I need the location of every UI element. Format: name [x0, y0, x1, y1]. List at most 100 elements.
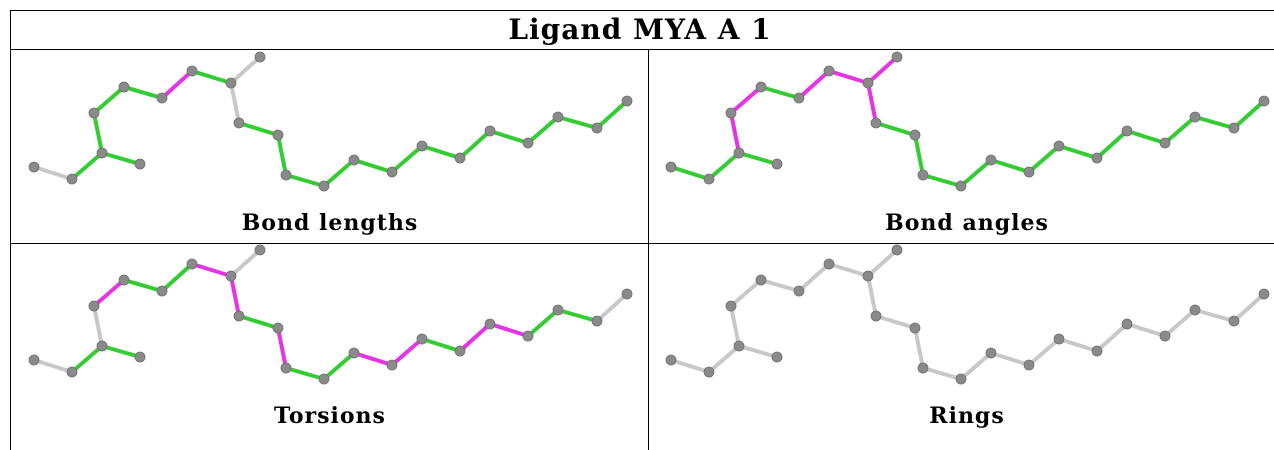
bond — [1027, 337, 1061, 367]
bond — [92, 85, 126, 115]
atom — [522, 137, 534, 149]
atom — [733, 340, 745, 352]
bond — [237, 121, 280, 137]
bond — [284, 366, 326, 381]
atom — [225, 270, 237, 282]
atom — [186, 65, 198, 77]
bond — [797, 69, 831, 100]
bond — [913, 326, 925, 370]
bond — [556, 115, 599, 130]
atom — [88, 107, 100, 119]
bond — [32, 358, 74, 374]
bond — [827, 262, 870, 278]
atom — [1228, 122, 1240, 134]
bond — [100, 344, 142, 359]
atom — [955, 373, 967, 385]
bond — [1163, 115, 1197, 145]
bond — [759, 85, 801, 100]
bond — [707, 344, 741, 374]
atom — [28, 354, 40, 366]
panel-bond-angles: Bond angles — [649, 51, 1274, 243]
bond — [32, 165, 74, 181]
bond — [989, 158, 1031, 174]
bond — [237, 314, 280, 330]
bond — [322, 158, 356, 188]
bond — [866, 274, 878, 318]
atom — [665, 354, 677, 366]
atom — [280, 169, 292, 181]
bond — [737, 344, 779, 359]
atom — [156, 285, 168, 297]
bond — [160, 69, 194, 100]
bond — [1095, 322, 1129, 353]
panel-bond-lengths: Bond lengths — [12, 51, 648, 243]
atom — [386, 359, 398, 371]
atom — [985, 154, 997, 166]
atom — [862, 77, 874, 89]
bond — [190, 69, 233, 85]
bond — [276, 133, 288, 177]
bond — [595, 99, 629, 130]
atom — [917, 169, 929, 181]
ligand-title: Ligand MYA A 1 — [508, 13, 772, 46]
atom — [454, 152, 466, 164]
atom — [1189, 111, 1201, 123]
bond — [92, 278, 126, 308]
atom — [1053, 140, 1065, 152]
atom — [1228, 315, 1240, 327]
bond — [322, 351, 356, 381]
atom — [416, 333, 428, 345]
bond — [1125, 322, 1167, 338]
bond — [1125, 129, 1167, 145]
bond — [669, 358, 711, 374]
bond — [759, 278, 801, 293]
atom — [233, 117, 245, 129]
atom — [823, 65, 835, 77]
atom — [318, 180, 330, 192]
atom — [1023, 166, 1035, 178]
bond — [458, 322, 492, 353]
atom — [118, 274, 130, 286]
bond — [866, 248, 899, 278]
atom — [134, 351, 146, 363]
atom — [1121, 318, 1133, 330]
atom — [985, 347, 997, 359]
bond — [92, 111, 104, 155]
bond — [352, 158, 394, 174]
bond — [488, 322, 530, 338]
bond — [729, 278, 763, 308]
bond — [707, 151, 741, 181]
bond — [595, 292, 629, 323]
bond — [526, 115, 560, 145]
bond — [1057, 337, 1099, 353]
atom — [862, 270, 874, 282]
atom — [552, 111, 564, 123]
atom — [1159, 330, 1171, 342]
atom — [870, 117, 882, 129]
atom — [909, 129, 921, 141]
bond — [390, 337, 424, 367]
bond — [526, 308, 560, 338]
atom — [955, 180, 967, 192]
atom — [621, 95, 633, 107]
bond — [921, 366, 963, 381]
atom — [134, 158, 146, 170]
atom — [1189, 304, 1201, 316]
bond — [729, 304, 741, 348]
bond — [229, 55, 262, 85]
atom — [156, 92, 168, 104]
atom — [66, 173, 78, 185]
bond — [737, 151, 779, 166]
bond — [122, 278, 164, 293]
atom — [621, 288, 633, 300]
bond — [229, 81, 241, 125]
atom — [891, 244, 903, 256]
bond — [390, 144, 424, 174]
atom — [118, 81, 130, 93]
atom — [484, 125, 496, 137]
bond — [989, 351, 1031, 367]
atom — [88, 300, 100, 312]
atom — [591, 122, 603, 134]
atom — [66, 366, 78, 378]
atom — [909, 322, 921, 334]
